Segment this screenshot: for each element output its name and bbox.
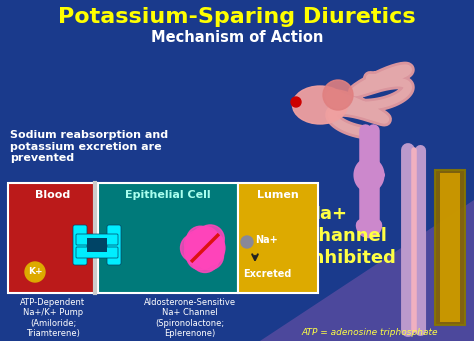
Circle shape xyxy=(241,236,253,248)
Circle shape xyxy=(196,237,224,265)
Circle shape xyxy=(181,234,209,262)
FancyBboxPatch shape xyxy=(8,183,98,293)
Text: Excreted: Excreted xyxy=(243,269,291,279)
Circle shape xyxy=(191,226,219,254)
Circle shape xyxy=(195,242,224,270)
FancyBboxPatch shape xyxy=(435,170,465,325)
Ellipse shape xyxy=(323,80,353,110)
Text: Lumen: Lumen xyxy=(257,190,299,200)
Text: Blood: Blood xyxy=(36,190,71,200)
FancyBboxPatch shape xyxy=(87,238,107,252)
Circle shape xyxy=(291,97,301,107)
Text: ATP-Dependent
Na+/K+ Pump
(Amiloride;
Triamterene): ATP-Dependent Na+/K+ Pump (Amiloride; Tr… xyxy=(20,298,86,338)
FancyBboxPatch shape xyxy=(98,183,238,293)
Circle shape xyxy=(184,238,212,266)
Ellipse shape xyxy=(292,86,347,124)
Circle shape xyxy=(187,230,223,266)
Circle shape xyxy=(191,244,219,272)
Circle shape xyxy=(186,226,215,254)
Text: Mechanism of Action: Mechanism of Action xyxy=(151,30,323,45)
Text: Aldosterone-Sensitive
Na+ Channel
(Spironolactone;
Eplerenone): Aldosterone-Sensitive Na+ Channel (Spiro… xyxy=(144,298,236,338)
FancyBboxPatch shape xyxy=(76,234,118,245)
FancyBboxPatch shape xyxy=(238,183,318,293)
Text: Potassium-Sparing Diuretics: Potassium-Sparing Diuretics xyxy=(58,7,416,27)
Circle shape xyxy=(196,225,224,253)
Text: Sodium reabsorption and
potassium excretion are
prevented: Sodium reabsorption and potassium excret… xyxy=(10,130,168,163)
FancyBboxPatch shape xyxy=(440,173,460,322)
Text: ATP = adenosine triphosphate: ATP = adenosine triphosphate xyxy=(302,328,438,337)
Circle shape xyxy=(186,242,215,270)
Circle shape xyxy=(196,231,224,259)
Text: K+: K+ xyxy=(27,267,42,277)
Text: Epithelial Cell: Epithelial Cell xyxy=(125,190,211,200)
FancyBboxPatch shape xyxy=(73,225,87,265)
Circle shape xyxy=(184,230,212,258)
Text: Na+: Na+ xyxy=(255,235,278,245)
Circle shape xyxy=(25,262,45,282)
Circle shape xyxy=(197,234,225,262)
FancyBboxPatch shape xyxy=(107,225,121,265)
FancyBboxPatch shape xyxy=(76,247,118,258)
Polygon shape xyxy=(260,200,474,341)
Text: Na+
Channel
Inhibited: Na+ Channel Inhibited xyxy=(305,205,396,267)
